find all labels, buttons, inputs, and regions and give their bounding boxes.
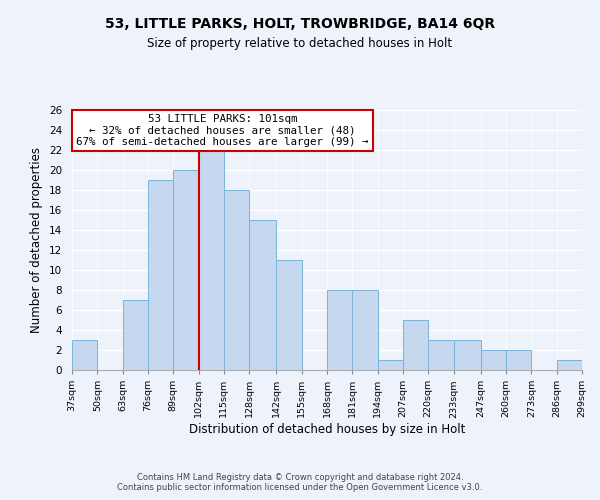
Text: Contains HM Land Registry data © Crown copyright and database right 2024.
Contai: Contains HM Land Registry data © Crown c… (118, 473, 482, 492)
Bar (148, 180, 173, 370)
Bar (454, 340, 481, 370)
Bar (327, 290, 352, 370)
Bar (377, 360, 403, 370)
Bar (277, 260, 302, 370)
Y-axis label: Number of detached properties: Number of detached properties (31, 147, 43, 333)
X-axis label: Distribution of detached houses by size in Holt: Distribution of detached houses by size … (189, 423, 465, 436)
Text: 53, LITTLE PARKS, HOLT, TROWBRIDGE, BA14 6QR: 53, LITTLE PARKS, HOLT, TROWBRIDGE, BA14… (105, 18, 495, 32)
Bar (72, 340, 97, 370)
Bar (173, 170, 199, 370)
Text: 53 LITTLE PARKS: 101sqm
← 32% of detached houses are smaller (48)
67% of semi-de: 53 LITTLE PARKS: 101sqm ← 32% of detache… (76, 114, 368, 147)
Bar (224, 190, 249, 370)
Bar (249, 220, 277, 370)
Bar (428, 340, 454, 370)
Bar (557, 360, 582, 370)
Bar (199, 150, 224, 370)
Bar (352, 290, 377, 370)
Bar (403, 320, 428, 370)
Text: Size of property relative to detached houses in Holt: Size of property relative to detached ho… (148, 38, 452, 51)
Bar (122, 300, 148, 370)
Bar (506, 350, 532, 370)
Bar (481, 350, 506, 370)
